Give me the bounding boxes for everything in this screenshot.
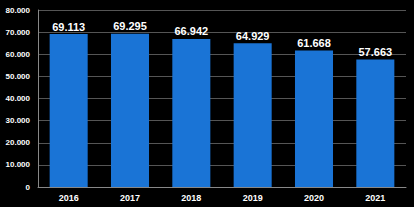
svg-text:61.668: 61.668 [297,37,331,49]
svg-text:50.000: 50.000 [6,72,31,81]
svg-text:57.663: 57.663 [359,46,393,58]
svg-text:69.113: 69.113 [52,21,85,33]
svg-text:2016: 2016 [59,193,79,203]
svg-text:0: 0 [26,183,31,192]
svg-text:70.000: 70.000 [6,28,31,37]
svg-text:80.000: 80.000 [6,6,31,15]
svg-text:66.942: 66.942 [175,25,209,37]
svg-text:2020: 2020 [304,193,324,203]
svg-text:40.000: 40.000 [6,94,31,103]
svg-text:20.000: 20.000 [6,138,31,147]
svg-text:2018: 2018 [181,193,201,203]
svg-text:2021: 2021 [365,193,385,203]
svg-text:10.000: 10.000 [6,160,31,169]
svg-text:2019: 2019 [243,193,263,203]
svg-text:60.000: 60.000 [6,50,31,59]
svg-text:2017: 2017 [120,193,140,203]
svg-text:69.295: 69.295 [113,20,147,32]
svg-text:64.929: 64.929 [236,30,270,42]
svg-text:30.000: 30.000 [6,116,31,125]
